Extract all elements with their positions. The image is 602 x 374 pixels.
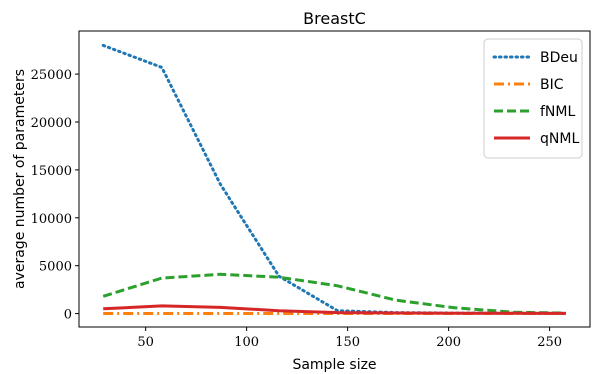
x-tick-label: 100 [234,335,259,350]
x-tick-label: 50 [137,335,154,350]
y-tick-label: 5000 [39,260,72,275]
x-tick-label: 250 [537,335,562,350]
plot-area: 50 100 150 200 250 0 5000 10000 15000 20000 25000 [31,30,591,350]
legend-label-bdeu: BDeu [540,50,578,66]
series-line-qnml [103,304,566,315]
x-tick-label: 200 [436,335,461,350]
y-tick-label: 10000 [31,212,72,227]
y-axis-label: average number of parameters [12,69,28,289]
legend-box [483,38,583,159]
y-tick-label: 15000 [31,164,72,179]
series-lines [101,43,568,315]
y-tick-label: 20000 [31,116,72,131]
legend-label-bic: BIC [540,77,564,93]
x-axis-label: Sample size [292,357,376,373]
y-tick-label: 25000 [31,68,72,83]
x-tick-label: 150 [335,335,360,350]
chart-title: BreastC [303,9,366,28]
legend-label-qnml: qNML [540,131,579,147]
series-line-fnml [102,272,566,315]
legend: BDeu BIC fNML qNML [483,38,583,159]
legend-label-fnml: fNML [540,104,575,120]
plot-frame [78,30,591,328]
y-tick-label: 0 [64,308,72,323]
